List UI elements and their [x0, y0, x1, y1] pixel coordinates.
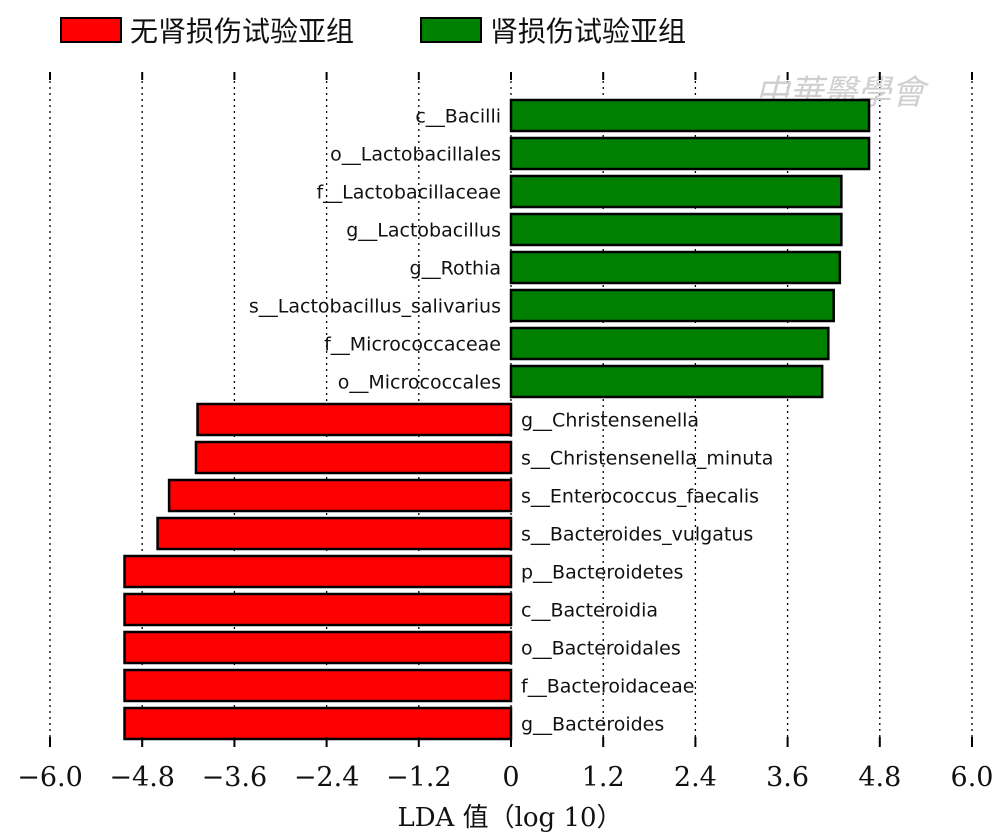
bar-label: f__Bacteroidaceae: [521, 676, 694, 698]
bar: [123, 554, 513, 589]
bar-label: s__Enterococcus_faecalis: [521, 486, 759, 508]
bar: [509, 98, 871, 133]
bars: c__Bacilli o__Lactobacillales f__Lactobaci…: [123, 98, 871, 741]
legend-item-kidney-injury: 肾损伤试验亚组: [420, 10, 686, 50]
x-axis-title: LDA 值（log 10）: [397, 803, 622, 833]
x-axis: −6.0 −4.8 −3.6 −2.4 −1.2 0 1.2 2.4 3.6 4.8 6.0: [17, 72, 993, 793]
bar: [194, 440, 513, 475]
bar-label: o__Micrococcales: [338, 372, 501, 394]
bar-label: o__Bacteroidales: [521, 638, 681, 660]
x-tick-label: 1.2: [582, 762, 625, 793]
x-tick-label: 4.8: [858, 762, 901, 793]
bar: [196, 402, 513, 437]
x-tick-label: 6.0: [951, 762, 994, 793]
bar-label: f__Micrococcaceae: [324, 334, 501, 356]
bar-label: s__Bacteroides_vulgatus: [521, 524, 753, 546]
x-tick-label: −4.8: [109, 762, 175, 793]
x-tick-label: −3.6: [202, 762, 268, 793]
bar-label: g__Bacteroides: [521, 714, 664, 736]
bar-label: o__Lactobacillales: [330, 144, 501, 166]
bar-label: c__Bacteroidia: [521, 600, 658, 622]
bar-label: g__Christensenella: [521, 410, 699, 432]
bar: [509, 136, 871, 171]
x-tick-label: 0: [502, 762, 519, 793]
legend-swatch-red: [60, 17, 122, 43]
x-tick-label: −6.0: [17, 762, 83, 793]
bar: [156, 516, 513, 551]
bar: [509, 212, 843, 247]
x-tick-label: −1.2: [386, 762, 452, 793]
bar: [509, 288, 835, 323]
bar-label: c__Bacilli: [415, 106, 501, 128]
bar-label: s__Lactobacillus_salivarius: [249, 296, 501, 318]
x-tick-label: −2.4: [294, 762, 360, 793]
bar: [123, 668, 513, 703]
bar: [509, 250, 842, 285]
bar-label: g__Rothia: [410, 258, 501, 280]
bar-label: f__Lactobacillaceae: [316, 182, 501, 204]
x-tick-label: 2.4: [674, 762, 717, 793]
legend: 无肾损伤试验亚组 肾损伤试验亚组: [0, 0, 1004, 60]
bar-label: p__Bacteroidetes: [521, 562, 683, 584]
x-tick-label: 3.6: [766, 762, 809, 793]
bar: [167, 478, 513, 513]
legend-label: 无肾损伤试验亚组: [130, 15, 355, 48]
bar: [509, 174, 843, 209]
legend-swatch-green: [420, 17, 482, 43]
legend-item-no-kidney-injury: 无肾损伤试验亚组: [60, 10, 354, 50]
bar: [509, 364, 824, 399]
bar: [123, 592, 513, 627]
bar: [123, 706, 513, 741]
legend-label: 肾损伤试验亚组: [490, 15, 687, 48]
bar-label: g__Lactobacillus: [346, 220, 501, 242]
bar: [123, 630, 513, 665]
bar-label: s__Christensenella_minuta: [521, 448, 773, 470]
bar: [509, 326, 830, 361]
